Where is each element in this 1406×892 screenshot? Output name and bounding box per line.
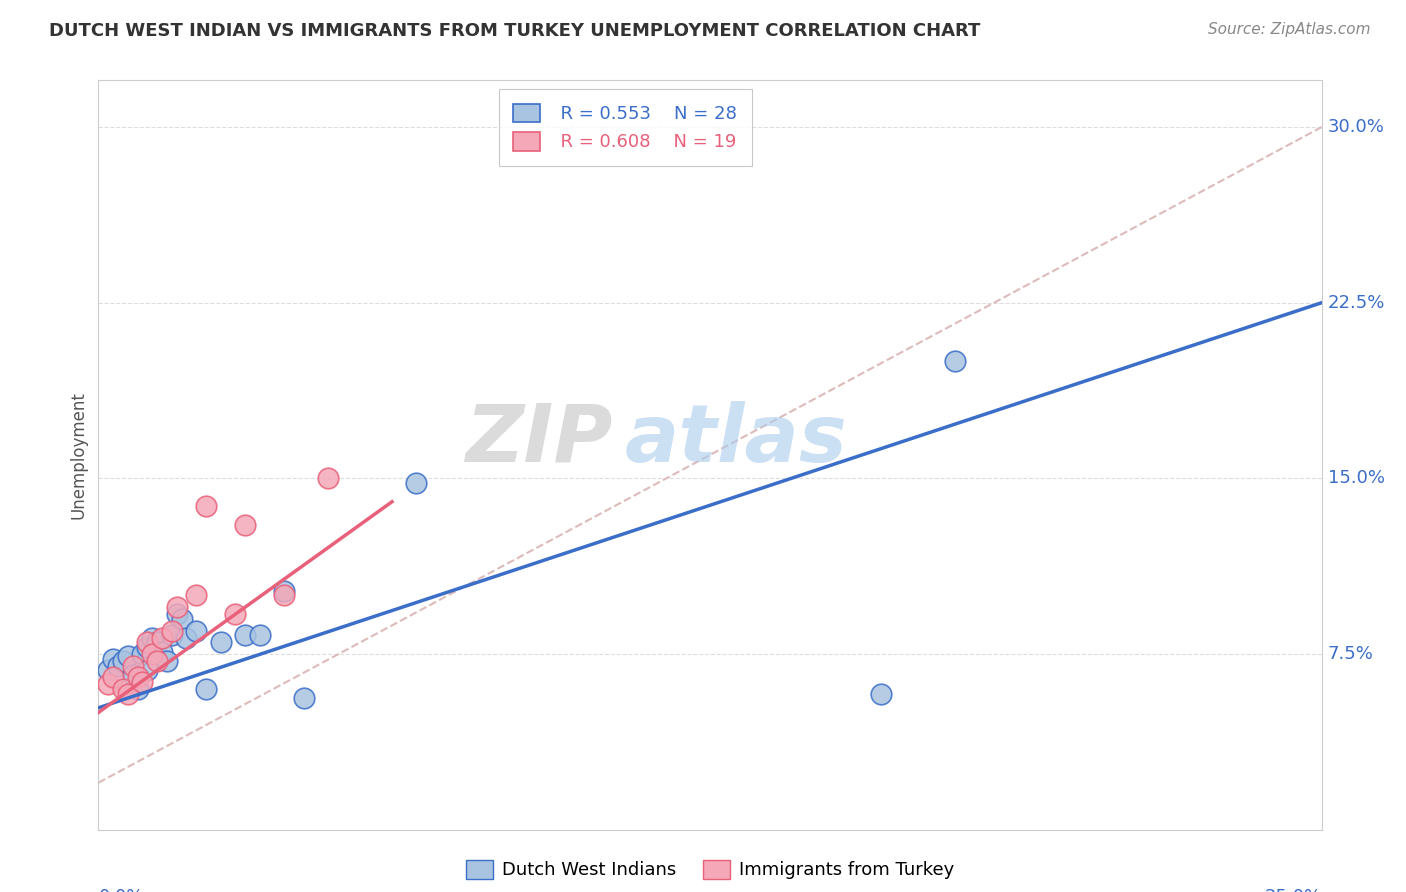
Text: 30.0%: 30.0%: [1327, 118, 1385, 136]
Point: [136, 664, 159, 678]
Point: [943, 354, 966, 368]
Point: [97, 664, 120, 678]
Point: [176, 631, 198, 645]
Point: [870, 687, 893, 701]
Point: [136, 640, 159, 654]
Point: [107, 658, 129, 673]
Text: 7.5%: 7.5%: [1327, 645, 1374, 663]
Text: 22.5%: 22.5%: [1327, 293, 1385, 311]
Point: [117, 687, 139, 701]
Point: [195, 500, 218, 514]
Y-axis label: Unemployment: Unemployment: [69, 391, 87, 519]
Point: [166, 607, 188, 621]
Text: Source: ZipAtlas.com: Source: ZipAtlas.com: [1208, 22, 1371, 37]
Point: [117, 649, 139, 664]
Point: [170, 612, 193, 626]
Point: [195, 682, 218, 697]
Point: [146, 654, 169, 668]
Point: [160, 628, 183, 642]
Point: [233, 628, 256, 642]
Point: [224, 607, 246, 621]
Point: [156, 654, 179, 668]
Point: [405, 476, 427, 491]
Point: [127, 670, 149, 684]
Point: [131, 647, 153, 661]
Point: [273, 589, 295, 603]
Text: 0.0%: 0.0%: [98, 888, 143, 892]
Point: [141, 631, 163, 645]
Point: [318, 471, 340, 485]
Point: [101, 670, 124, 684]
Point: [136, 635, 159, 649]
Point: [186, 624, 208, 638]
Point: [160, 624, 183, 638]
Point: [127, 682, 149, 697]
Point: [186, 589, 208, 603]
Point: [97, 677, 120, 691]
Text: atlas: atlas: [624, 401, 848, 479]
Point: [111, 654, 134, 668]
Text: 15.0%: 15.0%: [1327, 469, 1385, 487]
Point: [166, 600, 188, 615]
Point: [121, 658, 143, 673]
Point: [273, 583, 295, 598]
Point: [233, 518, 256, 533]
Point: [131, 675, 153, 690]
Text: ZIP: ZIP: [465, 401, 612, 479]
Point: [146, 635, 169, 649]
Legend: Dutch West Indians, Immigrants from Turkey: Dutch West Indians, Immigrants from Turk…: [458, 853, 962, 887]
Text: DUTCH WEST INDIAN VS IMMIGRANTS FROM TURKEY UNEMPLOYMENT CORRELATION CHART: DUTCH WEST INDIAN VS IMMIGRANTS FROM TUR…: [49, 22, 980, 40]
Point: [292, 691, 315, 706]
Point: [101, 651, 124, 665]
Point: [209, 635, 232, 649]
Point: [121, 668, 143, 682]
Point: [249, 628, 271, 642]
Legend:   R = 0.553    N = 28,   R = 0.608    N = 19: R = 0.553 N = 28, R = 0.608 N = 19: [499, 89, 752, 166]
Text: 25.0%: 25.0%: [1264, 888, 1322, 892]
Point: [111, 682, 134, 697]
Point: [150, 644, 173, 658]
Point: [141, 647, 163, 661]
Point: [150, 631, 173, 645]
